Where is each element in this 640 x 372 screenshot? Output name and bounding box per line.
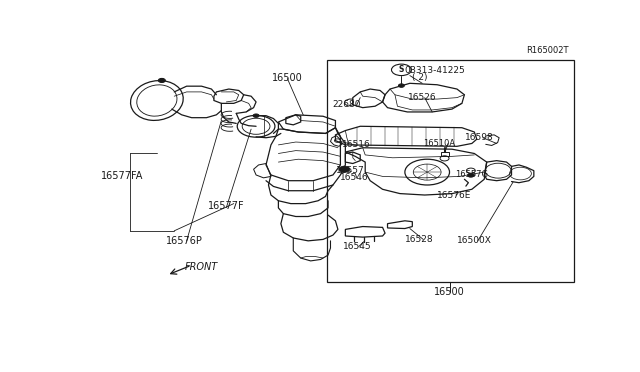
Text: 16545: 16545 bbox=[342, 242, 371, 251]
Text: 16516: 16516 bbox=[342, 140, 371, 150]
Text: ( 2): ( 2) bbox=[412, 73, 428, 82]
Text: 16500: 16500 bbox=[272, 73, 303, 83]
Text: 16598: 16598 bbox=[465, 133, 493, 142]
Text: 16546: 16546 bbox=[340, 173, 369, 182]
Text: 16577FA: 16577FA bbox=[101, 171, 143, 182]
Text: FRONT: FRONT bbox=[185, 262, 218, 272]
Text: 16528: 16528 bbox=[406, 235, 434, 244]
Bar bbox=[327, 60, 573, 282]
Text: 16576E: 16576E bbox=[437, 190, 472, 199]
Text: 16500: 16500 bbox=[434, 288, 465, 297]
Text: 16526: 16526 bbox=[408, 93, 436, 102]
Text: 16557: 16557 bbox=[336, 166, 365, 175]
Text: 16577F: 16577F bbox=[208, 202, 244, 211]
Text: 16500X: 16500X bbox=[457, 236, 492, 246]
Text: 16510A: 16510A bbox=[424, 139, 456, 148]
Circle shape bbox=[158, 78, 165, 83]
Circle shape bbox=[339, 166, 350, 172]
Text: 16576P: 16576P bbox=[166, 236, 203, 246]
Text: S: S bbox=[399, 65, 404, 74]
Circle shape bbox=[467, 173, 474, 177]
Text: R165002T: R165002T bbox=[526, 46, 568, 55]
Circle shape bbox=[253, 114, 259, 118]
Text: 16557G: 16557G bbox=[455, 170, 488, 179]
Text: 0B313-41225: 0B313-41225 bbox=[404, 66, 465, 75]
Text: 22680: 22680 bbox=[333, 100, 361, 109]
Circle shape bbox=[399, 84, 404, 87]
